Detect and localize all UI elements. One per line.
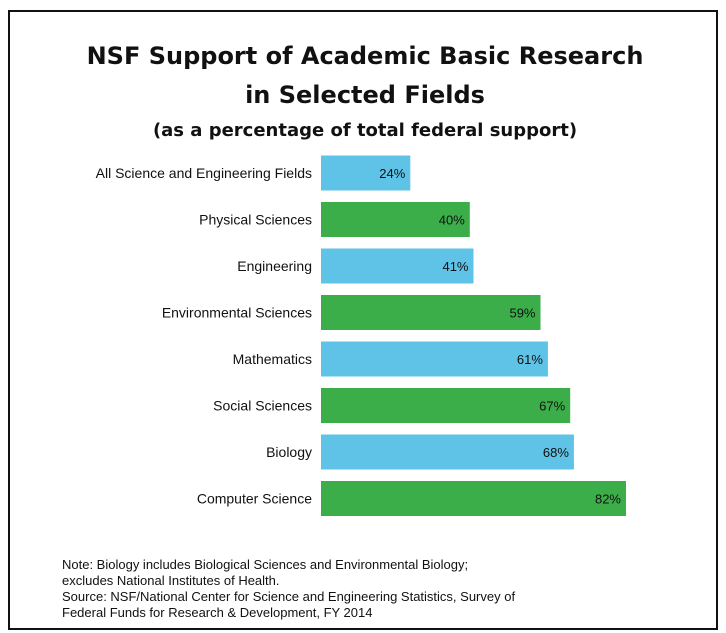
value-label: 67%: [539, 399, 565, 414]
bar-social-sciences: [321, 388, 571, 423]
source-line-1: Source: NSF/National Center for Science …: [62, 589, 516, 604]
bar-engineering: [321, 248, 474, 284]
category-label: Environmental Sciences: [162, 305, 312, 321]
category-label: Mathematics: [233, 351, 312, 367]
bar-physical-sciences: [321, 202, 470, 237]
chart-title-line-1: NSF Support of Academic Basic Research: [86, 42, 644, 70]
note-line-1: Note: Biology includes Biological Scienc…: [62, 557, 469, 572]
value-label: 61%: [517, 352, 543, 367]
value-label: 24%: [379, 166, 405, 181]
value-label: 59%: [509, 306, 535, 321]
bar-biology: [321, 434, 574, 470]
source-line-2: Federal Funds for Research & Development…: [62, 605, 373, 620]
bar-mathematics: [321, 341, 548, 377]
bar-all-science-and-engineering-fields: [321, 155, 411, 191]
bar-chart: All Science and Engineering Fields 24% Phy…: [96, 155, 626, 516]
value-label: 41%: [442, 259, 468, 274]
value-label: 82%: [595, 492, 621, 507]
category-label: Social Sciences: [213, 398, 312, 414]
chart-subtitle: (as a percentage of total federal suppor…: [152, 120, 578, 141]
category-label: Engineering: [237, 258, 312, 274]
category-label: All Science and Engineering Fields: [96, 165, 312, 181]
chart-title-line-2: in Selected Fields: [245, 81, 485, 109]
chart-frame: NSF Support of Academic Basic Research i…: [8, 10, 718, 630]
category-label: Physical Sciences: [199, 212, 312, 228]
bar-environmental-sciences: [321, 295, 541, 330]
category-label: Computer Science: [197, 491, 312, 507]
chart-notes: Note: Biology includes Biological Scienc…: [62, 557, 702, 621]
category-label: Biology: [266, 444, 312, 460]
value-label: 68%: [543, 445, 569, 460]
bar-computer-science: [321, 481, 626, 516]
value-label: 40%: [439, 213, 465, 228]
note-line-2: excludes National Institutes of Health.: [62, 573, 280, 588]
